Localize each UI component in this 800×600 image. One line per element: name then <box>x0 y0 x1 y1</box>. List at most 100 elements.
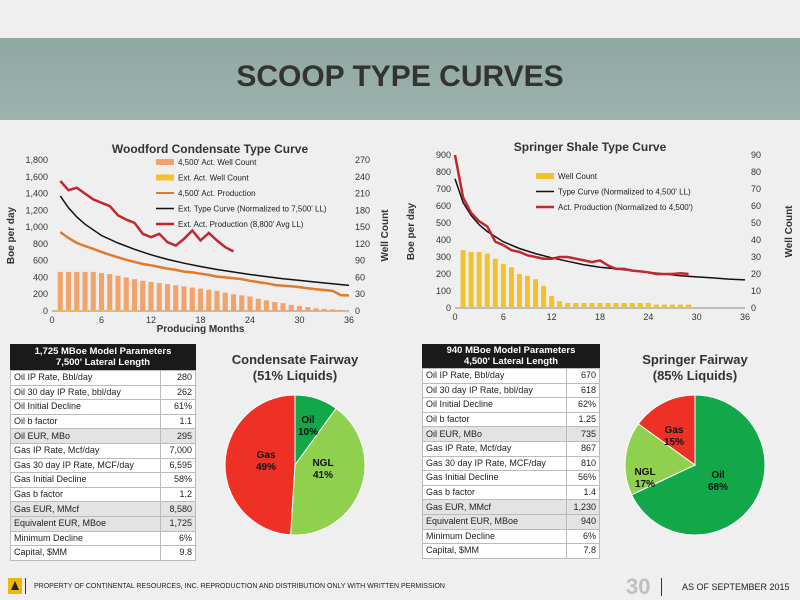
y2-tick-label: 180 <box>355 205 370 215</box>
well-count-bar <box>181 286 187 311</box>
y-tick-label: 1,800 <box>25 155 48 165</box>
well-count-bar <box>597 302 603 308</box>
well-count-bar <box>131 279 138 311</box>
well-count-bar <box>525 275 530 308</box>
well-count-bar <box>222 292 228 311</box>
y-tick-label: 400 <box>436 235 451 245</box>
legend-label: Ext. Type Curve (Normalized to 7,500' LL… <box>178 205 327 214</box>
well-count-bar <box>247 296 253 311</box>
y-tick-label: 1,600 <box>25 172 48 182</box>
table-row: Minimum Decline 6% <box>9 530 196 547</box>
y2-tick-label: 0 <box>751 303 756 313</box>
y2-tick-label: 120 <box>355 239 370 249</box>
as-of-date: AS OF SEPTEMBER 2015 <box>682 582 790 592</box>
table-row: Gas b factor 1.4 <box>422 484 601 501</box>
param-value: 61% <box>160 399 196 415</box>
param-value: 670 <box>565 368 601 384</box>
ext-well-count-bar <box>131 310 138 311</box>
well-count-bar <box>500 263 506 308</box>
well-count-bar <box>164 284 171 311</box>
legend-label: 4,500' Act. Well Count <box>178 158 257 167</box>
param-value: 262 <box>160 384 196 401</box>
well-count-bar <box>549 296 555 308</box>
footer-disclaimer: PROPERTY OF CONTINENTAL RESOURCES, INC. … <box>34 583 445 590</box>
pie-slice-label: NGL <box>312 458 333 469</box>
well-count-bar <box>123 277 129 311</box>
ext-well-count-bar <box>115 310 121 311</box>
y-tick-label: 0 <box>446 303 451 313</box>
param-value: 6% <box>160 530 196 547</box>
param-label: Oil 30 day IP Rate, bbl/day <box>422 382 567 399</box>
x-tick-label: 18 <box>595 312 605 322</box>
ext-well-count-bar <box>123 310 129 311</box>
well-count-bar <box>661 304 667 308</box>
series-line <box>454 178 746 281</box>
pie-slice-value: 10% <box>298 427 318 438</box>
slide-title: SCOOP TYPE CURVES <box>236 60 564 93</box>
param-label: Oil b factor <box>9 413 162 430</box>
ext-well-count-bar <box>65 309 72 311</box>
legend-label: Ext. Act. Well Count <box>178 174 249 183</box>
well-count-bar <box>686 304 692 308</box>
param-value: 867 <box>565 440 601 457</box>
param-value: 1,230 <box>565 499 601 515</box>
y-tick-label: 600 <box>436 201 451 211</box>
well-count-bar <box>484 253 490 308</box>
ext-well-count-bar <box>90 309 96 311</box>
legend-label: Type Curve (Normalized to 4,500' LL) <box>558 188 691 197</box>
pie-slice-value: 15% <box>664 437 684 448</box>
param-label: Gas Initial Decline <box>9 472 162 488</box>
table-header: 940 MBoe Model Parameters 4,500' Lateral… <box>422 344 600 368</box>
well-count-bar <box>288 304 294 311</box>
x-tick-label: 36 <box>344 315 354 325</box>
y2-tick-label: 270 <box>355 155 370 165</box>
table-row: Gas IP Rate, Mcf/day 7,000 <box>9 442 196 459</box>
table-header: 1,725 MBoe Model Parameters 7,500' Later… <box>10 344 196 370</box>
well-count-bar <box>156 283 162 311</box>
param-label: Gas EUR, MMcf <box>9 501 162 517</box>
y2-tick-label: 80 <box>751 167 761 177</box>
well-count-bar <box>329 309 336 311</box>
well-count-bar <box>263 300 270 311</box>
well-count-bar <box>197 288 204 311</box>
param-label: Equivalent EUR, MBoe <box>9 515 162 532</box>
table-row: Gas EUR, MMcf 1,230 <box>422 499 601 515</box>
table-row: Oil EUR, MBo 295 <box>9 428 196 444</box>
well-count-bar <box>508 267 514 308</box>
table-row: Oil EUR, MBo 735 <box>422 426 601 442</box>
param-label: Gas 30 day IP Rate, MCF/day <box>422 455 567 472</box>
param-value: 810 <box>565 455 601 472</box>
footer-divider-right <box>661 578 662 596</box>
y2-tick-label: 30 <box>355 289 365 299</box>
table-row: Oil 30 day IP Rate, bbl/day 618 <box>422 382 601 399</box>
param-value: 1.25 <box>565 411 601 428</box>
x-tick-label: 0 <box>452 312 457 322</box>
well-count-bar <box>107 274 113 311</box>
y2-tick-label: 210 <box>355 189 370 199</box>
y2-tick-label: 60 <box>355 272 365 282</box>
well-count-bar <box>272 302 278 311</box>
x-tick-label: 6 <box>501 312 506 322</box>
param-value: 56% <box>565 470 601 486</box>
param-value: 1.2 <box>160 486 196 503</box>
woodford-type-curve-chart: 02004006008001,0001,2001,4001,6001,80003… <box>6 155 391 335</box>
pie-slice-label: Oil <box>301 415 315 426</box>
y2-axis-label: Well Count <box>380 209 391 262</box>
x-tick-label: 12 <box>547 312 557 322</box>
table-title: 1,725 MBoe Model Parameters <box>34 346 172 357</box>
well-count-bar <box>589 302 595 308</box>
param-label: Oil EUR, MBo <box>9 428 162 444</box>
well-count-bar <box>98 272 105 311</box>
ext-well-count-bar <box>57 309 63 311</box>
y-tick-label: 900 <box>436 150 451 160</box>
param-value: 6,595 <box>160 457 196 474</box>
well-count-bar <box>255 298 261 311</box>
y2-tick-label: 60 <box>751 201 761 211</box>
y-tick-label: 800 <box>436 167 451 177</box>
y2-tick-label: 50 <box>751 218 761 228</box>
param-label: Oil EUR, MBo <box>422 426 567 442</box>
pie-subtitle: (85% Liquids) <box>652 368 738 383</box>
table-body: Oil IP Rate, Bbl/day 280 Oil 30 day IP Rat… <box>9 370 196 561</box>
table-row: Oil IP Rate, Bbl/day 280 <box>9 370 196 386</box>
